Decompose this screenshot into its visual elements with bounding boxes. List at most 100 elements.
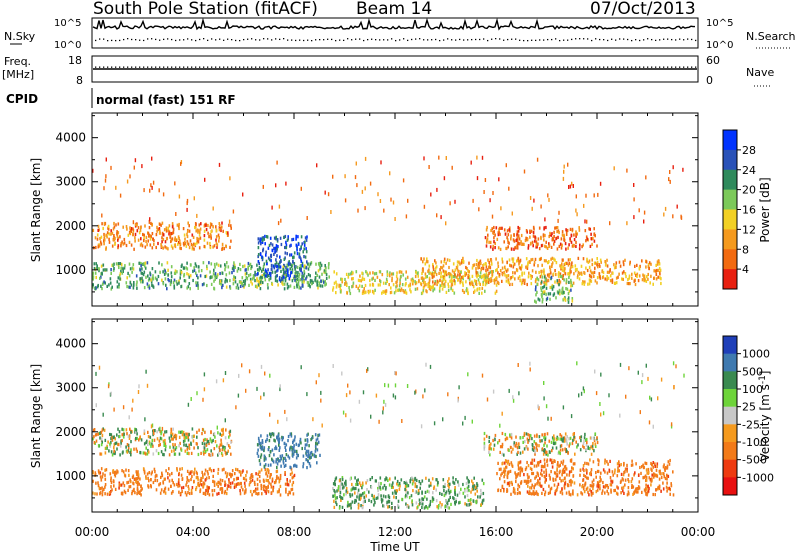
scatter-cell xyxy=(143,262,145,266)
scatter-cell xyxy=(659,272,661,276)
scatter-cell xyxy=(172,445,175,449)
scatter-cell xyxy=(170,491,173,495)
scatter-cell xyxy=(397,483,400,487)
scatter-cell xyxy=(180,448,183,452)
scatter-cell xyxy=(103,239,105,243)
scatter-cell xyxy=(287,483,290,487)
scatter-cell xyxy=(576,445,578,449)
scatter-cell xyxy=(621,271,624,275)
scatter-cell xyxy=(549,285,552,290)
scatter-cell xyxy=(516,246,519,250)
scatter-cell xyxy=(277,438,279,442)
scatter-cell xyxy=(319,284,322,288)
noise-right-tick-bottom: 10^0 xyxy=(706,40,733,51)
scatter-cell xyxy=(178,435,181,439)
scatter-cell xyxy=(100,264,103,268)
scatter-cell xyxy=(316,442,319,446)
nave-point xyxy=(447,66,449,68)
scatter-cell xyxy=(99,436,101,440)
scatter-cell xyxy=(116,447,118,451)
nave-point xyxy=(691,66,693,68)
scatter-cell xyxy=(374,501,376,505)
nave-point xyxy=(611,66,613,68)
scatter-cell xyxy=(94,471,97,475)
scatter-cell xyxy=(659,268,662,272)
scatter-cell xyxy=(205,443,208,447)
scatter-cell xyxy=(527,246,530,250)
scatter-cell xyxy=(465,503,468,507)
scatter-cell xyxy=(492,191,494,195)
scatter-cell xyxy=(488,260,490,265)
scatter-cell xyxy=(210,439,212,443)
scatter-cell xyxy=(206,440,209,444)
scatter-cell xyxy=(146,243,148,247)
scatter-cell xyxy=(615,261,618,265)
scatter-cell xyxy=(95,275,97,280)
scatter-cell xyxy=(95,481,97,485)
scatter-cell xyxy=(481,155,484,160)
scatter-cell xyxy=(523,479,526,483)
scatter-cell xyxy=(256,487,259,491)
scatter-cell xyxy=(100,284,102,288)
scatter-cell xyxy=(497,441,499,445)
scatter-cell xyxy=(93,428,96,432)
scatter-cell xyxy=(309,464,312,468)
scatter-cell xyxy=(273,438,275,442)
scatter-cell xyxy=(121,271,124,275)
scatter-cell xyxy=(96,233,99,237)
scatter-cell xyxy=(393,291,396,295)
scatter-cell xyxy=(561,230,564,234)
scatter-cell xyxy=(525,265,527,269)
scatter-cell xyxy=(423,277,425,281)
scatter-cell xyxy=(447,488,450,492)
scatter-cell xyxy=(512,490,515,494)
scatter-cell xyxy=(129,281,132,285)
scatter-cell xyxy=(294,267,296,271)
scatter-cell xyxy=(178,430,180,434)
scatter-cell xyxy=(266,438,268,442)
scatter-cell xyxy=(594,234,596,238)
scatter-cell xyxy=(301,280,303,284)
scatter-cell xyxy=(622,478,624,482)
scatter-cell xyxy=(533,440,536,444)
scatter-cell xyxy=(540,484,542,488)
scatter-cell xyxy=(589,244,592,248)
scatter-cell xyxy=(609,483,612,487)
scatter-cell xyxy=(431,285,433,289)
scatter-cell xyxy=(385,281,387,285)
scatter-cell xyxy=(365,270,367,274)
scatter-cell xyxy=(369,283,371,287)
scatter-cell xyxy=(490,447,492,451)
scatter-cell xyxy=(236,476,238,480)
scatter-cell xyxy=(303,255,305,259)
scatter-cell xyxy=(568,490,570,494)
scatter-cell xyxy=(476,482,478,486)
nave-point xyxy=(343,66,345,68)
scatter-cell xyxy=(615,276,618,280)
scatter-cell xyxy=(189,287,191,291)
scatter-cell xyxy=(537,278,540,282)
scatter-cell xyxy=(188,472,191,476)
scatter-cell xyxy=(306,466,308,470)
scatter-cell xyxy=(527,464,530,468)
scatter-cell xyxy=(183,233,186,237)
scatter-cell xyxy=(471,274,474,278)
nave-point xyxy=(271,66,273,68)
scatter-cell xyxy=(540,235,542,239)
nave-point xyxy=(311,66,313,68)
search-noise-point xyxy=(647,38,649,40)
scatter-cell xyxy=(348,272,350,276)
scatter-cell xyxy=(291,476,294,480)
scatter-cell xyxy=(213,244,216,248)
scatter-cell xyxy=(150,280,153,284)
scatter-cell xyxy=(126,276,128,280)
scatter-cell xyxy=(275,246,277,250)
scatter-cell xyxy=(200,222,202,226)
scatter-cell xyxy=(558,450,560,454)
nave-point xyxy=(423,66,425,68)
scatter-cell xyxy=(583,203,585,208)
search-noise-point xyxy=(199,38,201,41)
scatter-cell xyxy=(284,245,286,250)
scatter-cell xyxy=(106,444,108,448)
scatter-cell xyxy=(204,491,206,495)
